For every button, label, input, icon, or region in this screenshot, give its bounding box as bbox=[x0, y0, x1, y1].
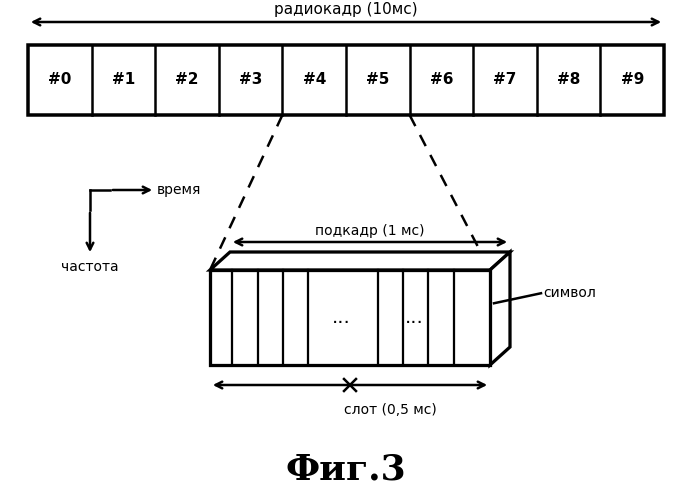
Text: частота: частота bbox=[61, 260, 119, 274]
Text: #9: #9 bbox=[621, 72, 644, 88]
Text: слот (0,5 мс): слот (0,5 мс) bbox=[344, 403, 437, 417]
Text: #1: #1 bbox=[112, 72, 135, 88]
Text: символ: символ bbox=[543, 286, 596, 300]
Text: ...: ... bbox=[405, 308, 424, 327]
Polygon shape bbox=[490, 252, 510, 365]
Text: ...: ... bbox=[332, 308, 351, 327]
Text: #7: #7 bbox=[493, 72, 517, 88]
Text: Фиг.3: Фиг.3 bbox=[286, 453, 406, 487]
Text: подкадр (1 мс): подкадр (1 мс) bbox=[316, 224, 425, 238]
Text: #2: #2 bbox=[175, 72, 199, 88]
Text: время: время bbox=[157, 183, 201, 197]
Bar bbox=[210, 270, 490, 365]
Polygon shape bbox=[210, 252, 510, 270]
Text: #6: #6 bbox=[430, 72, 453, 88]
Text: радиокадр (10мс): радиокадр (10мс) bbox=[274, 2, 418, 17]
Bar bbox=[28, 45, 664, 115]
Text: #8: #8 bbox=[557, 72, 581, 88]
Text: #0: #0 bbox=[48, 72, 71, 88]
Text: #3: #3 bbox=[239, 72, 262, 88]
Text: #4: #4 bbox=[302, 72, 326, 88]
Text: #5: #5 bbox=[366, 72, 390, 88]
